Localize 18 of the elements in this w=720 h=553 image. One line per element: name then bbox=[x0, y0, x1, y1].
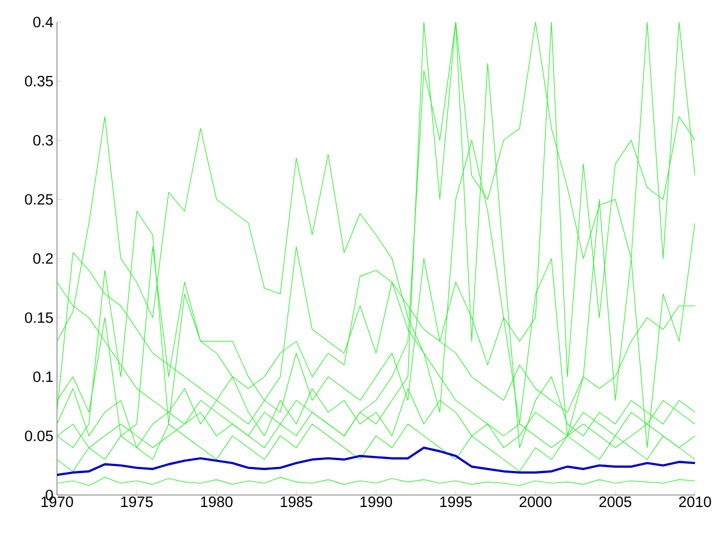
y-tick-label: 0.15 bbox=[24, 312, 53, 323]
line-series bbox=[57, 476, 696, 486]
x-tick-label: 2010 bbox=[679, 496, 712, 508]
x-tick-label: 1975 bbox=[121, 496, 153, 508]
y-tick-label: 0.3 bbox=[33, 134, 53, 146]
y-tick-label: 0.1 bbox=[33, 371, 53, 382]
y-tick-label: 0.2 bbox=[33, 253, 53, 264]
x-tick-label: 2005 bbox=[599, 496, 632, 508]
x-tick-label: 2000 bbox=[520, 496, 552, 508]
x-tick-label: 1980 bbox=[201, 496, 233, 508]
y-tick-label: 0.35 bbox=[24, 76, 53, 86]
y-tick-label: 0.25 bbox=[24, 194, 53, 205]
x-tick-label: 1995 bbox=[440, 496, 472, 508]
y-tick-label: 0.4 bbox=[33, 16, 54, 28]
line-series bbox=[57, 446, 696, 476]
y-tick-label: 0.05 bbox=[24, 430, 53, 442]
x-tick-label: 1985 bbox=[280, 496, 312, 508]
x-tick-label: 1990 bbox=[360, 496, 392, 508]
